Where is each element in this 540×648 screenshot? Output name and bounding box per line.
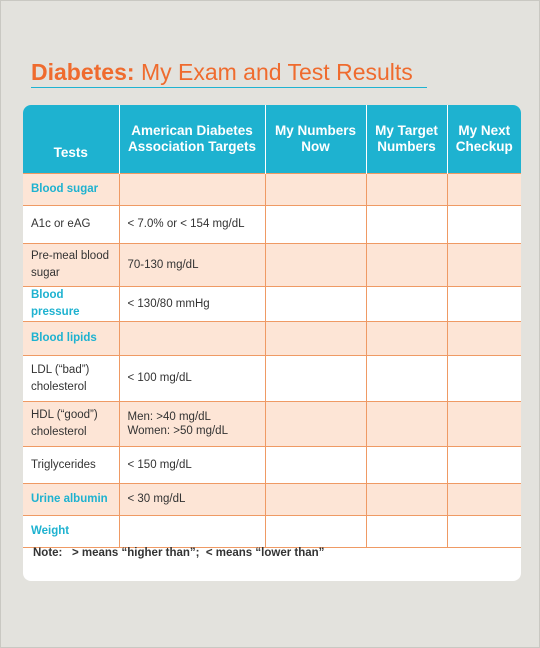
blank-cell bbox=[365, 321, 448, 356]
column-header: My Numbers Now bbox=[264, 105, 366, 174]
test-name: HDL (“good”) cholesterol bbox=[23, 401, 120, 447]
blank-cell bbox=[264, 446, 367, 484]
table-row: Urine albumin < 30 mg/dL bbox=[23, 483, 521, 516]
blank-cell bbox=[446, 243, 521, 287]
column-header: American Diabetes Association Targets bbox=[118, 105, 265, 174]
blank-cell bbox=[365, 483, 448, 516]
blank-cell bbox=[365, 286, 448, 322]
blank-cell bbox=[264, 243, 367, 287]
blank-cell bbox=[365, 205, 448, 244]
table-row: A1c or eAG < 7.0% or < 154 mg/dL bbox=[23, 205, 521, 244]
target bbox=[118, 173, 266, 206]
blank-cell bbox=[446, 173, 521, 206]
title-rest: My Exam and Test Results bbox=[140, 59, 413, 85]
test-name: Blood pressure bbox=[23, 286, 120, 322]
blank-cell bbox=[264, 321, 367, 356]
target bbox=[118, 515, 266, 548]
blank-cell bbox=[365, 401, 448, 447]
blank-cell bbox=[264, 173, 367, 206]
blank-cell bbox=[446, 205, 521, 244]
blank-cell bbox=[446, 483, 521, 516]
blank-cell bbox=[264, 205, 367, 244]
table-row: HDL (“good”) cholesterol Men: >40 mg/dL Wo… bbox=[23, 401, 521, 447]
test-name: Blood sugar bbox=[23, 173, 120, 206]
target: Men: >40 mg/dL Women: >50 mg/dL bbox=[118, 401, 266, 447]
title: Diabetes: My Exam and Test Results bbox=[31, 59, 413, 86]
target: < 150 mg/dL bbox=[118, 446, 266, 484]
blank-cell bbox=[446, 515, 521, 548]
target: < 30 mg/dL bbox=[118, 483, 266, 516]
header-row: Tests American Diabetes Association Targe… bbox=[23, 105, 521, 174]
blank-cell bbox=[446, 401, 521, 447]
target-line: Men: >40 mg/dL bbox=[127, 411, 211, 423]
title-bold: Diabetes: bbox=[31, 59, 135, 85]
column-header: My Next Checkup bbox=[446, 105, 521, 174]
column-header: My Target Numbers bbox=[365, 105, 447, 174]
table-row: Pre-meal blood sugar 70-130 mg/dL bbox=[23, 243, 521, 287]
table-row: Blood sugar bbox=[23, 173, 521, 206]
table-row: Blood lipids bbox=[23, 321, 521, 356]
column-header: Tests bbox=[23, 105, 119, 174]
title-rule bbox=[31, 87, 427, 88]
target-line: Women: >50 mg/dL bbox=[127, 425, 228, 437]
note-text: > means “higher than”; < means “lower th… bbox=[71, 547, 325, 559]
test-name: LDL (“bad”) cholesterol bbox=[23, 355, 120, 402]
blank-cell bbox=[446, 446, 521, 484]
test-name: Weight bbox=[23, 515, 120, 548]
blank-cell bbox=[446, 321, 521, 356]
blank-cell bbox=[365, 173, 448, 206]
test-name: Blood lipids bbox=[23, 321, 120, 356]
blank-cell bbox=[264, 355, 367, 402]
blank-cell bbox=[365, 446, 448, 484]
note-label: Note: bbox=[33, 547, 63, 559]
target: < 130/80 mmHg bbox=[118, 286, 266, 322]
test-name: Pre-meal blood sugar bbox=[23, 243, 120, 287]
target: 70-130 mg/dL bbox=[118, 243, 266, 287]
blank-cell bbox=[264, 483, 367, 516]
test-name: Urine albumin bbox=[23, 483, 120, 516]
table-body: Blood sugar A1c or eAG < 7.0% or < 154 mg/… bbox=[23, 173, 521, 548]
blank-cell bbox=[365, 355, 448, 402]
table-row: Weight bbox=[23, 515, 521, 548]
results-table: Tests American Diabetes Association Targe… bbox=[23, 105, 521, 548]
blank-cell bbox=[264, 401, 367, 447]
blank-cell bbox=[264, 286, 367, 322]
blank-cell bbox=[446, 355, 521, 402]
test-name: Triglycerides bbox=[23, 446, 120, 484]
results-card: Tests American Diabetes Association Targe… bbox=[23, 105, 521, 581]
target bbox=[118, 321, 266, 356]
blank-cell bbox=[446, 286, 521, 322]
target: < 7.0% or < 154 mg/dL bbox=[118, 205, 266, 244]
table-row: Blood pressure < 130/80 mmHg bbox=[23, 286, 521, 322]
blank-cell bbox=[365, 243, 448, 287]
target: < 100 mg/dL bbox=[118, 355, 266, 402]
test-name: A1c or eAG bbox=[23, 205, 120, 244]
note: Note: > means “higher than”; < means “lo… bbox=[23, 535, 521, 581]
table-row: LDL (“bad”) cholesterol < 100 mg/dL bbox=[23, 355, 521, 402]
blank-cell bbox=[264, 515, 367, 548]
table-row: Triglycerides < 150 mg/dL bbox=[23, 446, 521, 484]
